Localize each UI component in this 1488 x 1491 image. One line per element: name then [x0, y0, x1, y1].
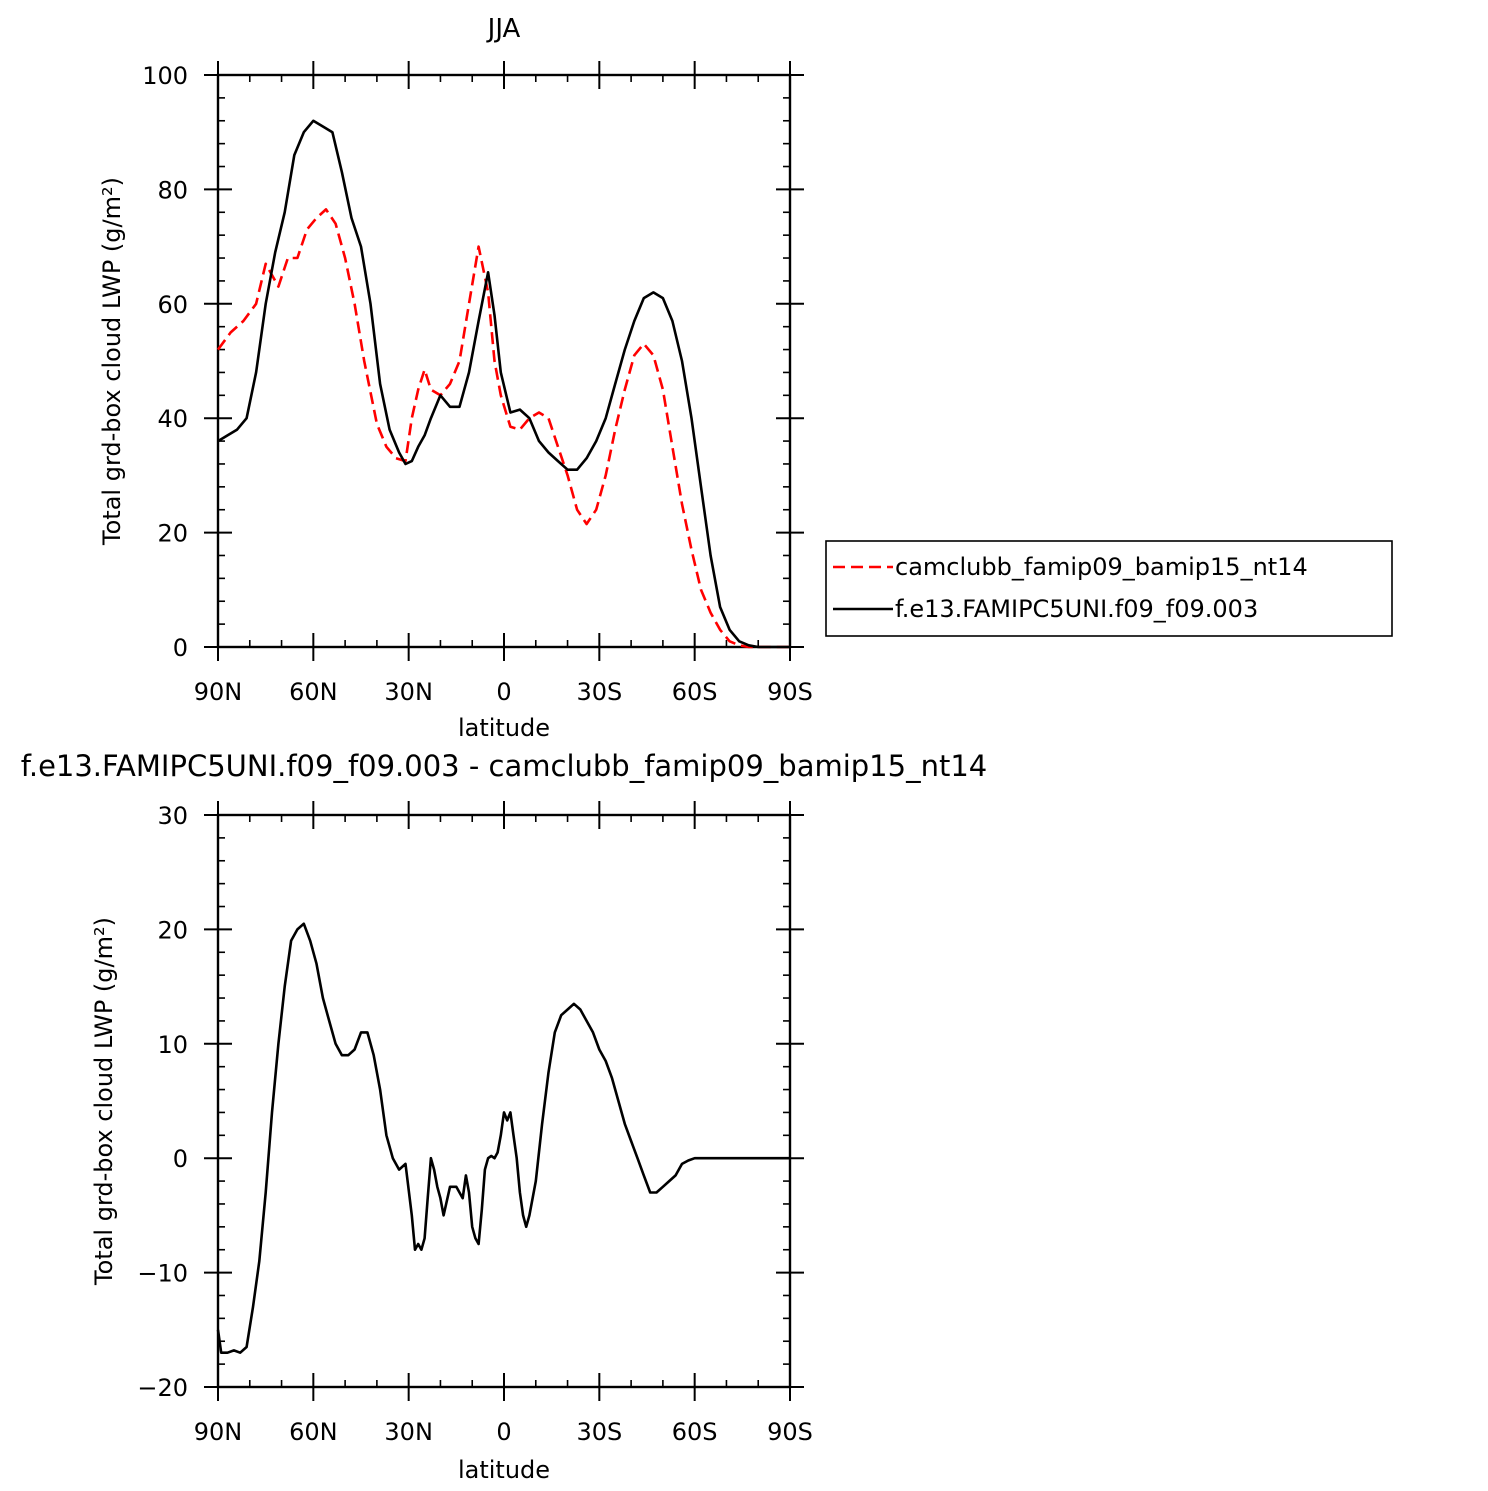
- top-x-tick-label: 30N: [384, 678, 433, 706]
- top-x-tick-label: 30S: [576, 678, 622, 706]
- bottom-x-tick-label: 60S: [672, 1418, 718, 1446]
- top-series-lines: [216, 119, 790, 649]
- top-y-tick-label: 100: [142, 62, 188, 90]
- legend-label-model-a: camclubb_famip09_bamip15_nt14: [895, 553, 1308, 581]
- top-panel: JJA 0 20 40 60 80 100 90N 60N 30N 0 30S 60S 90S lat…: [98, 14, 813, 742]
- top-x-tick-label: 90N: [194, 678, 243, 706]
- top-y-axis: 0 20 40 60 80 100: [142, 62, 804, 662]
- top-panel-title: JJA: [486, 14, 521, 44]
- legend: camclubb_famip09_bamip15_nt14 f.e13.FAMI…: [825, 540, 1393, 637]
- bottom-panel-title: f.e13.FAMIPC5UNI.f09_f09.003 - camclubb_…: [21, 749, 988, 783]
- bottom-y-tick-label: −20: [137, 1374, 188, 1402]
- top-x-tick-label: 60S: [672, 678, 718, 706]
- bottom-x-tick-label: 60N: [289, 1418, 338, 1446]
- bottom-plot-frame: [216, 813, 792, 1389]
- bottom-y-tick-label: 30: [157, 802, 188, 830]
- bottom-x-tick-label: 30S: [576, 1418, 622, 1446]
- top-x-axis-label: latitude: [458, 714, 550, 742]
- bottom-x-tick-label: 30N: [384, 1418, 433, 1446]
- top-series-line-1: [217, 119, 790, 649]
- top-x-tick-label: 0: [496, 678, 511, 706]
- top-x-tick-label: 60N: [289, 678, 338, 706]
- bottom-x-tick-label: 90S: [767, 1418, 813, 1446]
- top-y-tick-label: 40: [157, 405, 188, 433]
- top-y-tick-label: 20: [157, 520, 188, 548]
- bottom-y-axis-label: Total grd-box cloud LWP (g/m²): [90, 917, 118, 1286]
- bottom-y-tick-label: 10: [157, 1031, 188, 1059]
- legend-box: [825, 540, 1393, 637]
- bottom-x-tick-label: 90N: [194, 1418, 243, 1446]
- top-series-line-0: [216, 208, 790, 649]
- top-x-axis: 90N 60N 30N 0 30S 60S 90S: [194, 61, 813, 706]
- top-y-axis-label: Total grd-box cloud LWP (g/m²): [98, 177, 126, 546]
- top-y-tick-label: 60: [157, 291, 188, 319]
- bottom-series-line-0: [216, 922, 790, 1354]
- bottom-y-tick-label: 20: [157, 916, 188, 944]
- top-y-tick-label: 80: [157, 176, 188, 204]
- top-y-tick-label: 0: [173, 634, 188, 662]
- bottom-series-lines: [216, 922, 790, 1354]
- top-x-tick-label: 90S: [767, 678, 813, 706]
- bottom-y-tick-label: 0: [173, 1145, 188, 1173]
- bottom-panel: f.e13.FAMIPC5UNI.f09_f09.003 - camclubb_…: [21, 749, 988, 1484]
- bottom-x-axis: 90N 60N 30N 0 30S 60S 90S: [194, 801, 813, 1446]
- bottom-y-tick-label: −10: [137, 1260, 188, 1288]
- bottom-y-axis: −20 −10 0 10 20 30: [137, 802, 804, 1402]
- legend-label-model-b: f.e13.FAMIPC5UNI.f09_f09.003: [895, 595, 1258, 623]
- bottom-x-tick-label: 0: [496, 1418, 511, 1446]
- bottom-x-axis-label: latitude: [458, 1456, 550, 1484]
- top-plot-frame: [216, 73, 792, 649]
